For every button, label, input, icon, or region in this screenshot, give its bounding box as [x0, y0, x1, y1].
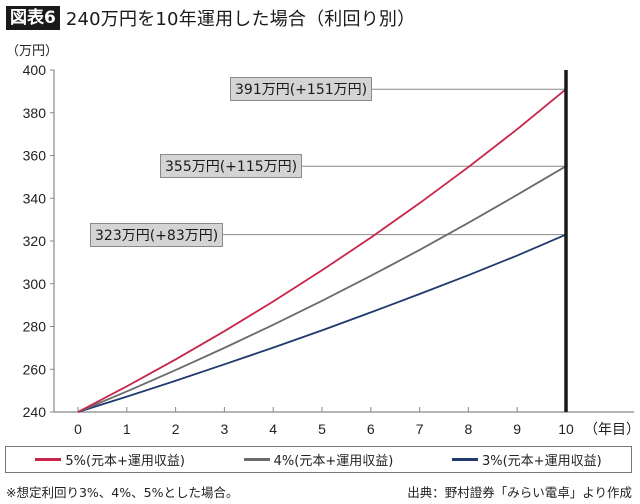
axes: 240 260 280 300 320 340 360 380 400 0 1 2 3 4 5 6 7 8 9 10	[23, 62, 634, 437]
legend: 5%(元本+運用収益) 4%(元本+運用収益) 3%(元本+運用収益)	[5, 446, 632, 473]
y-tick-label: 260	[23, 361, 47, 377]
source-credit: 出典：野村證券「みらい電卓」より作成	[407, 485, 632, 500]
x-tick-label: 9	[513, 421, 521, 437]
annotation-leader-lines	[223, 88, 566, 236]
annotation-5pct: 391万円(+151万円)	[230, 77, 373, 102]
x-tick-label: 5	[318, 421, 326, 437]
legend-item-5pct: 5%(元本+運用収益)	[35, 450, 185, 469]
legend-label-4pct: 4%(元本+運用収益)	[273, 454, 394, 469]
y-tick-label: 360	[23, 148, 47, 164]
y-tick-label: 320	[23, 233, 47, 249]
x-tick-label: 0	[74, 421, 82, 437]
y-axis-unit: （万円）	[6, 44, 59, 59]
legend-label-3pct: 3%(元本+運用収益)	[481, 454, 602, 469]
legend-item-4pct: 4%(元本+運用収益)	[243, 450, 394, 469]
series-line	[77, 88, 567, 413]
annotation-4pct: 355万円(+115万円)	[160, 154, 303, 179]
x-tick-label: 6	[367, 421, 375, 437]
series-line	[77, 233, 567, 413]
series-line	[77, 165, 567, 413]
legend-swatch-4pct	[243, 458, 270, 461]
y-tick-label: 280	[23, 319, 47, 335]
x-tick-label: 2	[172, 421, 180, 437]
y-tick-label: 300	[23, 276, 47, 292]
x-tick-label: 3	[221, 421, 229, 437]
legend-swatch-3pct	[451, 458, 478, 461]
footnote: ※想定利回り3%、4%、5%とした場合。	[6, 485, 239, 500]
x-tick-label: 1	[123, 421, 131, 437]
x-tick-label: 7	[416, 421, 424, 437]
y-tick-label: 340	[23, 190, 47, 206]
x-tick-label: 8	[465, 421, 473, 437]
legend-item-3pct: 3%(元本+運用収益)	[451, 450, 602, 469]
x-tick-label: 10	[558, 421, 574, 437]
x-tick-label: 4	[269, 421, 277, 437]
y-tick-label: 380	[23, 105, 47, 121]
y-tick-label: 240	[23, 404, 47, 420]
chart-title-row: 図表6 240万円を10年運用した場合（利回り別）	[6, 4, 415, 32]
annotation-3pct: 323万円(+83万円)	[90, 222, 224, 247]
x-axis-unit: （年目）	[584, 421, 640, 437]
legend-swatch-5pct	[35, 458, 62, 461]
series-lines	[77, 88, 567, 413]
legend-label-5pct: 5%(元本+運用収益)	[65, 454, 185, 469]
figure-badge: 図表6	[6, 6, 60, 30]
chart-title: 240万円を10年運用した場合（利回り別）	[65, 9, 416, 30]
y-tick-label: 400	[23, 62, 47, 78]
